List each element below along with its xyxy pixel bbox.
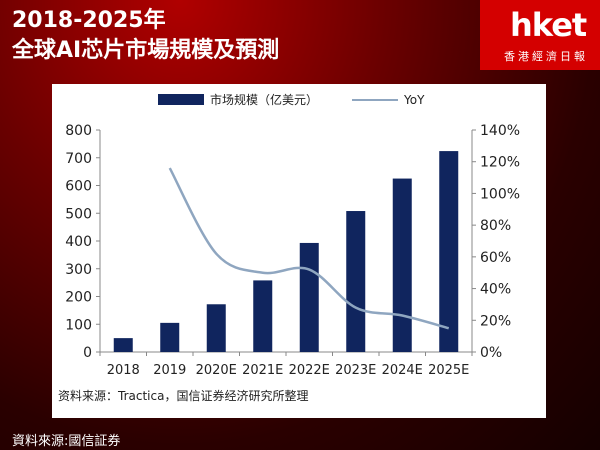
y-right-tick-label: 80%: [480, 218, 511, 234]
chart: 市场规模（亿美元） YoY 0 100 200 300 400 500 600 700 800 0% 2…: [58, 92, 520, 403]
title-line-2: 全球AI芯片市場規模及預測: [12, 38, 280, 63]
y-left-tick-label: 0: [83, 345, 92, 361]
x-tick-label: 2023E: [335, 363, 376, 378]
x-tick-label: 2019: [153, 363, 186, 378]
y-left-tick-label: 600: [65, 179, 92, 195]
source-credit: 資料來源:國信証券: [12, 434, 121, 449]
bar-2025E: [439, 151, 459, 352]
y-right-tick-label: 60%: [480, 250, 511, 266]
bar-2022E: [299, 242, 319, 352]
bar-2024E: [392, 178, 412, 352]
legend-label-line: YoY: [403, 93, 425, 107]
y-right-tick-label: 0%: [480, 345, 502, 361]
y-right-tick-label: 40%: [480, 282, 511, 298]
bar-2020E: [206, 304, 226, 352]
chart-panel: 市场规模（亿美元） YoY 0 100 200 300 400 500 600 700 800 0% 2…: [52, 84, 546, 418]
bar-2019: [160, 322, 180, 352]
legend-swatch-bar: [158, 94, 204, 105]
y-left-tick-label: 300: [65, 262, 92, 278]
y-left-tick-label: 200: [65, 290, 92, 306]
y-right-tick-label: 120%: [480, 155, 520, 171]
y-right-tick-label: 100%: [480, 186, 520, 202]
x-tick-label: 2020E: [196, 363, 237, 378]
hket-logo: hket 香港經濟日報: [480, 0, 600, 70]
bar-2018: [113, 338, 133, 352]
bar-2021E: [253, 280, 273, 352]
chart-source-note: 资料来源：Tractica，国信证券经济研究所整理: [58, 388, 308, 403]
y-left-tick-label: 700: [65, 151, 92, 167]
y-right-tick-label: 20%: [480, 313, 511, 329]
logo-wordmark: hket: [510, 6, 587, 44]
x-tick-label: 2025E: [428, 363, 469, 378]
y-left-tick-label: 800: [65, 123, 92, 139]
x-tick-label: 2018: [107, 363, 140, 378]
page-title: 2018-2025年 全球AI芯片市場規模及預測: [12, 6, 279, 66]
logo-subtitle: 香港經濟日報: [504, 50, 588, 63]
y-right-tick-label: 140%: [480, 123, 520, 139]
x-tick-label: 2024E: [382, 363, 423, 378]
y-left-tick-label: 100: [65, 317, 92, 333]
x-tick-label: 2022E: [289, 363, 330, 378]
bar-2023E: [346, 211, 366, 352]
y-left-tick-label: 500: [65, 206, 92, 222]
x-tick-label: 2021E: [242, 363, 283, 378]
legend-label-bar: 市场规模（亿美元）: [210, 92, 318, 107]
title-line-1: 2018-2025年: [12, 8, 166, 33]
yoy-line: [168, 167, 450, 330]
y-left-tick-label: 400: [65, 234, 92, 250]
